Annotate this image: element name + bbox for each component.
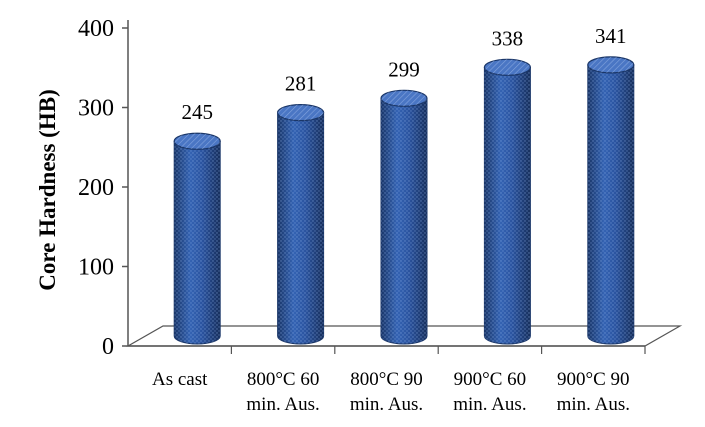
x-tick-label: min. Aus. bbox=[453, 394, 526, 415]
y-tick-label: 400 bbox=[78, 16, 114, 42]
y-tick-label: 200 bbox=[78, 175, 114, 201]
x-tick-label: min. Aus. bbox=[557, 394, 630, 415]
data-label: 281 bbox=[285, 72, 317, 96]
bar bbox=[483, 58, 531, 345]
x-tick-label: 800°C 60 bbox=[247, 369, 320, 390]
bar bbox=[587, 56, 635, 345]
bar-top-texture bbox=[587, 56, 634, 73]
data-label: 299 bbox=[388, 57, 420, 81]
bar-texture bbox=[587, 64, 634, 344]
bar bbox=[277, 104, 325, 345]
bar-top-texture bbox=[484, 59, 531, 76]
bar bbox=[173, 132, 221, 345]
x-tick-label: As cast bbox=[152, 369, 208, 390]
x-tick-label: min. Aus. bbox=[246, 394, 319, 415]
bar-texture bbox=[277, 112, 324, 344]
data-label: 245 bbox=[181, 100, 213, 124]
x-tick-label: min. Aus. bbox=[350, 394, 423, 415]
bar-texture bbox=[174, 141, 221, 344]
data-label: 341 bbox=[595, 24, 627, 48]
bar-top-texture bbox=[381, 90, 427, 107]
bars bbox=[173, 56, 635, 345]
y-tick-label: 100 bbox=[78, 255, 114, 281]
y-axis: 0 100 200 300 400 bbox=[78, 16, 646, 360]
x-tick-label: 800°C 90 bbox=[350, 369, 423, 390]
bar-texture bbox=[381, 98, 427, 344]
bar bbox=[380, 89, 428, 345]
y-axis-title: Core Hardness (HB) bbox=[35, 89, 60, 290]
labels: 245 As cast 281 800°C 60 min. Aus. 299 800°C 9… bbox=[152, 24, 630, 415]
data-label: 338 bbox=[492, 26, 524, 50]
bar-top-texture bbox=[174, 133, 221, 150]
x-tick-label: 900°C 60 bbox=[454, 369, 527, 390]
bar-top-texture bbox=[277, 104, 324, 121]
bar-texture bbox=[484, 67, 531, 344]
y-tick-label: 300 bbox=[78, 96, 114, 122]
x-tick-label: 900°C 90 bbox=[557, 369, 630, 390]
y-tick-label: 0 bbox=[102, 334, 114, 360]
